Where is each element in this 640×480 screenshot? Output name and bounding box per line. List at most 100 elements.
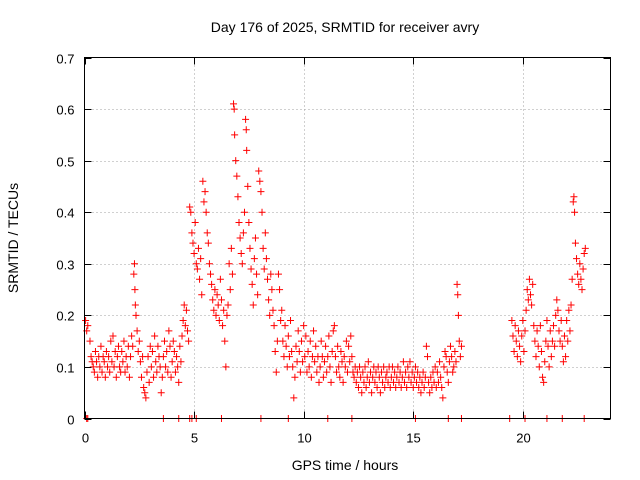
data-point — [560, 332, 568, 340]
data-point — [540, 378, 548, 386]
data-point — [571, 208, 579, 216]
data-point — [404, 363, 412, 371]
data-point — [528, 301, 536, 309]
data-point — [325, 332, 333, 340]
data-point — [136, 358, 144, 366]
data-point — [234, 193, 242, 201]
data-point — [128, 332, 136, 340]
data-point — [282, 342, 290, 350]
data-point — [202, 208, 210, 216]
data-point — [240, 208, 248, 216]
data-point — [228, 270, 236, 278]
data-point — [577, 275, 585, 283]
data-point — [535, 363, 543, 371]
data-point — [327, 378, 335, 386]
data-point — [453, 280, 461, 288]
data-point — [337, 347, 345, 355]
data-point — [157, 389, 165, 397]
data-point — [251, 234, 259, 242]
x-axis-label: GPS time / hours — [292, 457, 399, 473]
data-point — [105, 353, 113, 361]
data-point — [532, 353, 540, 361]
data-point — [86, 337, 94, 345]
data-point — [457, 342, 465, 350]
data-point — [130, 260, 138, 268]
data-point — [348, 353, 356, 361]
data-point — [519, 317, 527, 325]
data-point — [346, 358, 354, 366]
data-point — [90, 368, 98, 376]
data-point — [455, 337, 463, 345]
data-point — [259, 244, 267, 252]
data-point — [427, 373, 435, 381]
data-point — [456, 353, 464, 361]
data-point — [267, 270, 275, 278]
data-point — [266, 311, 274, 319]
data-point — [116, 363, 124, 371]
data-point — [398, 373, 406, 381]
data-point — [227, 244, 235, 252]
data-point — [411, 363, 419, 371]
data-point — [323, 368, 331, 376]
data-point — [555, 327, 563, 335]
data-point — [361, 363, 369, 371]
data-point — [551, 342, 559, 350]
data-point — [434, 378, 442, 386]
data-point — [100, 358, 108, 366]
data-point — [191, 219, 199, 227]
data-point — [544, 342, 552, 350]
data-point — [141, 389, 149, 397]
data-point — [354, 384, 362, 392]
data-point — [257, 188, 265, 196]
data-point — [525, 275, 533, 283]
x-tick-label: 10 — [297, 431, 311, 446]
tick-labels: 0 0.1 0.2 0.3 0.4 0.5 0.6 0.7 0 5 10 15 20 — [56, 52, 530, 446]
data-point — [258, 208, 266, 216]
data-point — [556, 337, 564, 345]
data-point — [299, 358, 307, 366]
data-point — [287, 317, 295, 325]
y-tick-label: 0.7 — [56, 52, 74, 67]
data-point — [131, 286, 139, 294]
data-point — [256, 177, 264, 185]
data-point — [84, 322, 92, 330]
data-point — [550, 322, 558, 330]
data-point — [531, 337, 539, 345]
y-axis-label: SRMTID / TECUs — [5, 183, 21, 293]
data-point — [331, 353, 339, 361]
data-point — [303, 368, 311, 376]
data-point — [439, 394, 447, 402]
data-point — [176, 342, 184, 350]
data-point — [320, 358, 328, 366]
data-point — [127, 353, 135, 361]
data-point — [539, 373, 547, 381]
y-tick-label: 0 — [67, 413, 74, 428]
data-point — [182, 306, 190, 314]
data-point — [518, 332, 526, 340]
data-point — [394, 363, 402, 371]
y-tick-label: 0.3 — [56, 258, 74, 273]
data-point — [305, 363, 313, 371]
data-point — [265, 296, 273, 304]
data-point — [419, 368, 427, 376]
data-point — [335, 363, 343, 371]
x-tick-label: 5 — [191, 431, 198, 446]
data-point — [347, 332, 355, 340]
data-point — [285, 353, 293, 361]
data-point — [174, 363, 182, 371]
data-point — [196, 275, 204, 283]
data-point — [147, 363, 155, 371]
data-point — [215, 317, 223, 325]
data-point — [330, 322, 338, 330]
data-point — [342, 337, 350, 345]
data-point — [243, 146, 251, 154]
data-point — [399, 358, 407, 366]
data-point — [225, 260, 233, 268]
data-point — [160, 337, 168, 345]
data-point — [177, 358, 185, 366]
data-point — [239, 229, 247, 237]
data-point — [89, 363, 97, 371]
data-point — [417, 389, 425, 397]
data-point — [170, 347, 178, 355]
data-point — [553, 296, 561, 304]
